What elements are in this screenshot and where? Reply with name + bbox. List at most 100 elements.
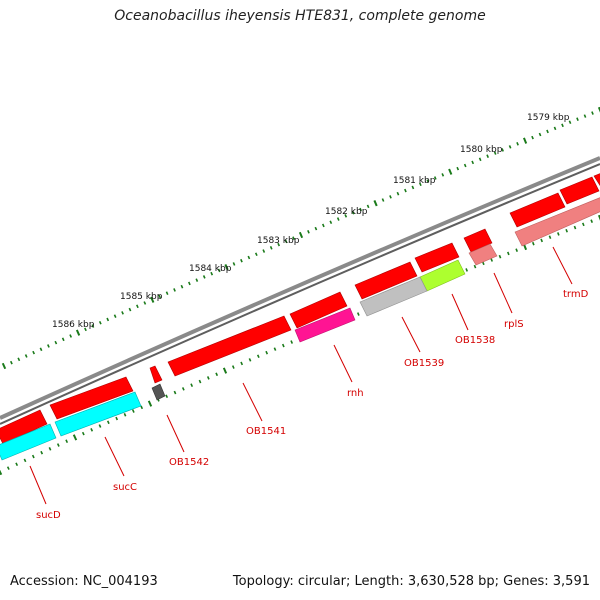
cds-feature[interactable]: [49, 376, 134, 420]
minor-tick: [91, 324, 95, 328]
major-tick: [597, 106, 600, 113]
kbp-label-1579: 1579 kbp: [527, 113, 570, 123]
minor-tick: [573, 225, 577, 230]
minor-tick: [136, 304, 139, 309]
leader-rplS: [493, 272, 513, 314]
genome-backbone-inner: [0, 163, 600, 425]
minor-tick: [501, 148, 504, 152]
minor-tick: [198, 379, 202, 384]
leader-OB1541: [242, 382, 263, 422]
gene-feature-trmD[interactable]: [514, 196, 600, 247]
minor-tick: [538, 132, 542, 137]
cds-feature[interactable]: [0, 409, 48, 445]
minor-tick: [441, 173, 445, 177]
minor-tick: [396, 191, 400, 196]
major-tick: [522, 137, 528, 144]
minor-tick: [508, 145, 512, 149]
gene-track: [0, 196, 600, 461]
minor-tick: [561, 123, 564, 128]
minor-tick: [106, 420, 110, 425]
minor-tick: [548, 235, 552, 239]
minor-tick: [516, 141, 519, 146]
kbp-label-1584: 1584 kbp: [189, 264, 232, 274]
minor-tick: [254, 252, 258, 257]
minor-tick: [381, 198, 385, 202]
cds-feature[interactable]: [593, 172, 600, 187]
minor-tick: [277, 242, 281, 247]
cds-feature[interactable]: [463, 228, 493, 253]
minor-tick: [65, 439, 69, 444]
minor-tick: [180, 284, 184, 289]
minor-tick: [531, 135, 534, 140]
minor-tick: [471, 160, 475, 165]
minor-tick: [231, 365, 235, 369]
gene-label-rplS: rplS: [504, 319, 524, 330]
minor-tick: [568, 120, 572, 125]
cds-feature[interactable]: [509, 192, 566, 228]
minor-tick: [546, 129, 549, 134]
minor-tick: [473, 264, 477, 269]
cds-feature[interactable]: [167, 315, 292, 377]
minor-tick: [131, 409, 135, 413]
minor-tick: [582, 222, 585, 227]
accession-text: Accession: NC_004193: [10, 574, 158, 589]
cds-feature[interactable]: [414, 242, 460, 273]
minor-tick: [121, 311, 124, 315]
minor-tick: [173, 288, 176, 292]
leader-OB1538: [451, 293, 469, 331]
minor-tick: [206, 376, 210, 380]
cds-feature[interactable]: [559, 176, 600, 205]
major-tick: [448, 168, 453, 175]
minor-tick: [515, 248, 518, 252]
minor-tick: [290, 340, 294, 344]
gene-label-trmD: trmD: [563, 289, 589, 300]
minor-tick: [98, 320, 102, 325]
minor-tick: [54, 340, 58, 345]
minor-tick: [165, 291, 169, 295]
gene-feature-rplS[interactable]: [468, 243, 498, 266]
minor-tick: [321, 223, 325, 228]
gene-feature-rnh[interactable]: [294, 307, 356, 343]
minor-tick: [6, 466, 10, 470]
minor-tick: [273, 347, 277, 351]
minor-tick: [40, 450, 44, 455]
leader-OB1539: [401, 316, 421, 353]
minor-tick: [48, 447, 52, 451]
minor-tick: [140, 405, 144, 410]
minor-tick: [15, 462, 19, 467]
gene-feature-sucD[interactable]: [0, 423, 57, 461]
cds-track: [0, 172, 600, 445]
minor-tick: [69, 334, 73, 338]
minor-tick: [181, 387, 185, 391]
minor-tick: [292, 236, 295, 240]
cds-feature[interactable]: [354, 261, 418, 300]
minor-tick: [98, 424, 102, 428]
minor-tick: [553, 126, 557, 131]
minor-tick: [498, 254, 502, 259]
gene-feature-sucC[interactable]: [54, 391, 142, 437]
minor-tick: [202, 275, 206, 279]
cds-feature[interactable]: [149, 365, 163, 384]
minor-tick: [10, 360, 13, 365]
minor-tick: [576, 117, 579, 121]
minor-tick: [113, 314, 117, 318]
minor-tick: [84, 327, 87, 332]
minor-tick: [532, 241, 535, 246]
minor-tick: [188, 281, 191, 286]
minor-tick: [190, 383, 194, 387]
kbp-label-1583: 1583 kbp: [257, 236, 300, 246]
minor-tick: [411, 185, 415, 190]
minor-tick: [433, 176, 437, 180]
major-tick: [75, 329, 81, 336]
minor-tick: [419, 182, 422, 187]
minor-tick: [248, 358, 252, 362]
minor-tick: [143, 301, 147, 305]
minor-tick: [173, 390, 177, 395]
major-tick: [373, 200, 378, 207]
cds-feature[interactable]: [289, 291, 348, 329]
gene-feature-OB1542[interactable]: [151, 383, 166, 401]
kbp-label-1582: 1582 kbp: [325, 207, 368, 217]
gene-feature-OB1539[interactable]: [359, 276, 428, 317]
minor-tick: [314, 226, 318, 231]
